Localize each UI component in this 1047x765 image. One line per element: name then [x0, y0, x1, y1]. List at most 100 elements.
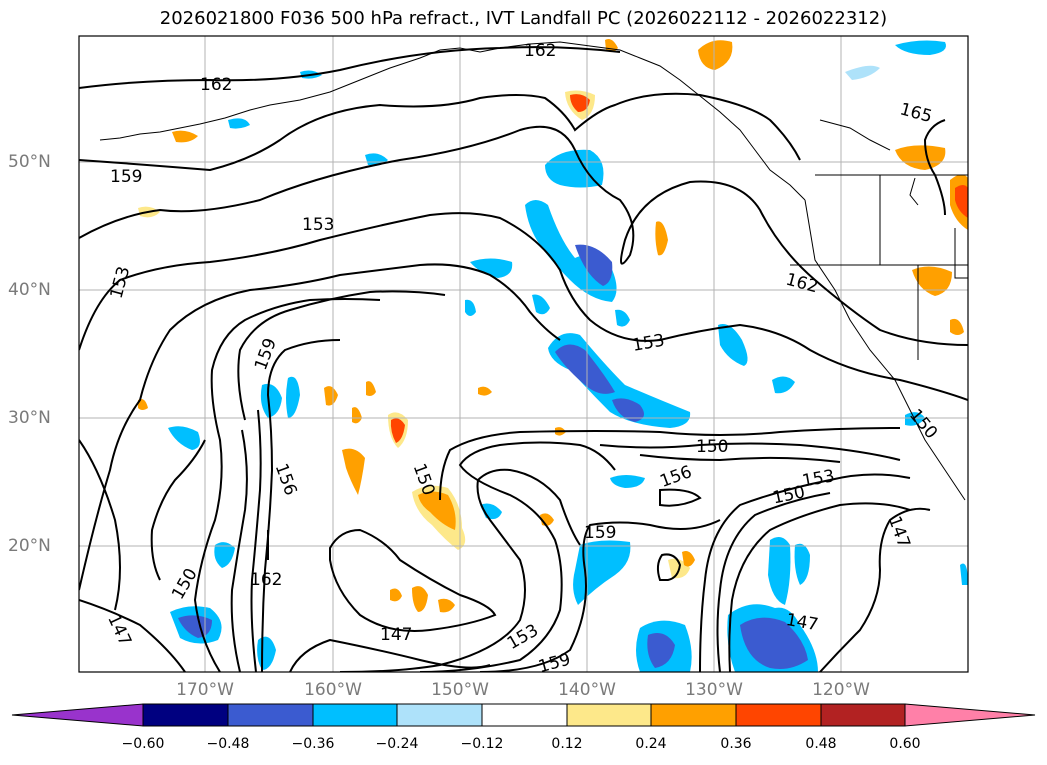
lon-tick-label: 120°W [812, 680, 870, 700]
pos-patch [950, 318, 964, 335]
contour-label: 159 [536, 650, 573, 678]
contour-label: 159 [584, 523, 616, 543]
neg-patch [470, 258, 513, 278]
neg-patch [740, 617, 808, 669]
colorbar-bin [142, 703, 229, 727]
colorbar-bin [481, 703, 568, 727]
neg-patch [647, 632, 675, 668]
contour-label: 162 [200, 75, 232, 95]
pos-patch [655, 221, 668, 256]
neg-patch [772, 376, 795, 394]
neg-patch [545, 149, 604, 188]
lon-tick-label: 130°W [685, 680, 743, 700]
colorbar [11, 703, 1036, 727]
neg-patch [960, 563, 968, 585]
neg-patch [573, 540, 631, 605]
pos-patch [342, 448, 365, 495]
pos-patch [698, 40, 733, 70]
colorbar-bin [396, 703, 483, 727]
contour-label: 162 [524, 41, 556, 61]
contour-label: 159 [251, 336, 281, 373]
anomaly-shading [138, 39, 968, 672]
lat-tick-label: 40°N [8, 280, 51, 300]
neg-patch [260, 383, 282, 418]
colorbar-bin [312, 703, 398, 727]
colorbar-tick-label: −0.60 [121, 736, 165, 752]
colorbar-tick-label: −0.36 [291, 736, 335, 752]
contour-label: 159 [110, 167, 142, 187]
lat-tick-label: 30°N [8, 408, 51, 428]
pos-patch [418, 491, 456, 530]
neg-patch [718, 324, 748, 366]
lon-tick-label: 170°W [176, 680, 234, 700]
neg-patch [615, 309, 630, 327]
contour-label: 147 [103, 611, 135, 649]
colorbar-tick-label: 0.60 [889, 736, 921, 752]
pos-patch [390, 418, 405, 443]
contour-label: 153 [631, 331, 666, 356]
pos-patch [682, 551, 695, 567]
pos-patch [912, 266, 952, 296]
lon-tick-label: 160°W [304, 680, 362, 700]
neg-patch [612, 398, 644, 422]
neg-patch [228, 118, 250, 129]
contour-labels: 162 162 165 159 153 153 153 159 162 150 … [103, 41, 941, 678]
pos-patch [390, 588, 402, 602]
colorbar-extend-high [904, 703, 1036, 727]
colorbar-bin [227, 703, 314, 727]
pos-patch [366, 381, 376, 396]
neg-patch [555, 344, 615, 394]
colorbar-tick-label: 0.12 [551, 736, 583, 752]
colorbar-tick-label: −0.24 [375, 736, 419, 752]
contour-label: 153 [302, 215, 334, 235]
contour-label: 153 [801, 466, 836, 491]
pos-patch [172, 130, 198, 143]
neg-patch [794, 543, 810, 585]
refractivity-contours [79, 46, 968, 672]
contour-label: 150 [696, 437, 728, 457]
neg-patch [465, 299, 476, 316]
pos-patch [438, 598, 455, 613]
contour-label: 153 [107, 264, 135, 301]
lon-tick-label: 140°W [558, 680, 616, 700]
contour-label: 153 [504, 620, 542, 654]
contour-label: 162 [784, 270, 821, 298]
neg-patch [768, 536, 791, 605]
contour-label: 162 [250, 570, 282, 590]
neg-patch [525, 200, 617, 302]
neg-patch [610, 475, 645, 488]
neg-patch [168, 426, 200, 450]
neg-patch [286, 376, 300, 418]
pos-patch [412, 586, 428, 612]
colorbar-tick-label: −0.48 [206, 736, 250, 752]
pos-patch [352, 407, 362, 424]
neg-patch [257, 636, 276, 670]
neg-patch [575, 244, 613, 286]
lon-tick-label: 150°W [431, 680, 489, 700]
map-frame [78, 35, 969, 673]
map-plot-area: 162 162 165 159 153 153 153 159 162 150 … [79, 36, 968, 678]
map-title: 2026021800 F036 500 hPa refract., IVT La… [159, 8, 888, 29]
contour-label: 156 [271, 461, 301, 498]
colorbar-bin [566, 703, 652, 727]
pos-patch [324, 386, 338, 406]
neg-patch [845, 65, 880, 80]
colorbar-tick-label: 0.48 [805, 736, 837, 752]
graticule [79, 36, 968, 672]
pos-patch [570, 94, 590, 112]
lat-tick-label: 50°N [8, 152, 51, 172]
colorbar-tick-label: 0.24 [635, 736, 667, 752]
colorbar-tick-label: 0.36 [720, 736, 752, 752]
contour-label: 147 [380, 625, 412, 645]
pos-patch [955, 185, 968, 218]
contour-label: 147 [884, 513, 914, 550]
neg-patch [214, 542, 235, 568]
contour-label: 156 [657, 462, 694, 492]
colorbar-bin [735, 703, 822, 727]
neg-patch [895, 40, 946, 55]
pos-patch [478, 386, 492, 396]
colorbar-bin [650, 703, 737, 727]
neg-patch [178, 615, 212, 638]
neg-patch [532, 294, 550, 315]
